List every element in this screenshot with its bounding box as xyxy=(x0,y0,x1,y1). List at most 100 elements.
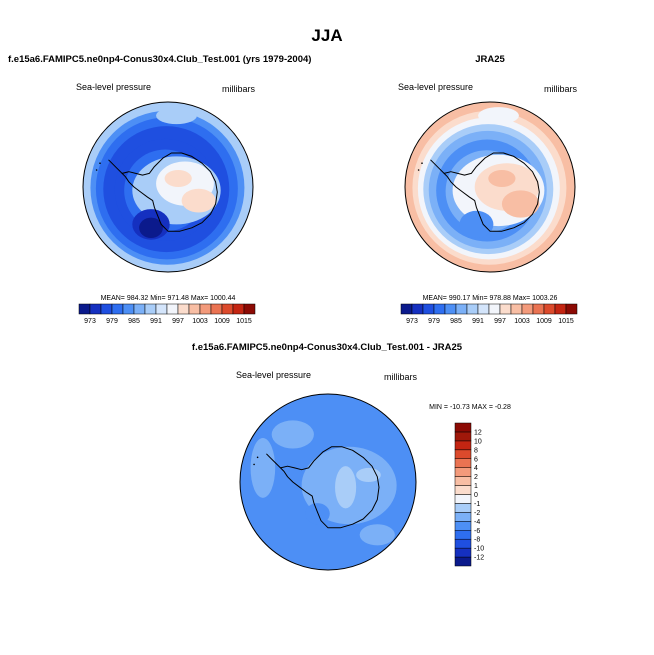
coastline-peninsula xyxy=(266,453,281,469)
colorbar-swatch xyxy=(454,538,472,549)
colorbar-swatch xyxy=(454,547,472,558)
colorbar-swatch xyxy=(444,303,457,315)
colorbar-tick-label: 1003 xyxy=(514,318,530,325)
contour-fill-region xyxy=(335,466,357,509)
panel-model-stats: MEAN= 984.32 Min= 971.48 Max= 1000.44 xyxy=(101,295,236,302)
panel-model-map-border xyxy=(82,101,254,273)
panel-diff-title: f.e15a6.FAMIPC5.ne0np4-Conus30x4.Club_Te… xyxy=(192,342,463,353)
coastline-peninsula xyxy=(430,159,445,174)
colorbar-tick-label: 8 xyxy=(474,447,478,454)
colorbar-swatch xyxy=(454,556,472,567)
colorbar-tick-label: 0 xyxy=(474,492,478,499)
colorbar-tick-label: -12 xyxy=(474,555,484,562)
colorbar-swatch xyxy=(454,485,472,495)
panel-model: f.e15a6.FAMIPC5.ne0np4-Conus30x4.Club_Te… xyxy=(8,54,311,325)
colorbar-swatch xyxy=(411,303,424,315)
coastline-island xyxy=(256,456,259,459)
panel-model-colorbar: 973 979 985 991 997 1003 1009 1015 xyxy=(78,303,256,325)
panel-model-units-label: millibars xyxy=(222,84,256,94)
colorbar-tick-label: -10 xyxy=(474,546,484,553)
panel-diff-map xyxy=(240,394,416,570)
colorbar-swatch xyxy=(499,303,512,315)
panel-diff-field-label: Sea-level pressure xyxy=(236,370,311,380)
colorbar-swatch xyxy=(521,303,534,315)
panel-diff-stats: MIN = -10.73 MAX = -0.28 xyxy=(429,404,511,411)
contour-fill-region xyxy=(359,524,395,546)
coastline-island xyxy=(417,169,420,171)
colorbar-swatch xyxy=(166,303,179,315)
colorbar-swatch xyxy=(144,303,157,315)
panel-obs: JRA25 Sea-level pressure millibars MEAN=… xyxy=(398,54,578,325)
colorbar-swatch xyxy=(565,303,578,315)
colorbar-swatch xyxy=(543,303,556,315)
colorbar-swatch xyxy=(466,303,479,315)
panel-obs-stats: MEAN= 990.17 Min= 978.88 Max= 1003.26 xyxy=(423,295,558,302)
colorbar-swatch xyxy=(454,494,472,504)
coastline-antarctica xyxy=(121,152,218,232)
colorbar-swatch xyxy=(454,422,472,433)
contour-fill-region xyxy=(356,467,381,482)
colorbar-tick-label: 991 xyxy=(150,318,162,325)
colorbar-tick-label: -1 xyxy=(474,501,480,508)
colorbar-tick-label: 1009 xyxy=(536,318,552,325)
contour-fill-region xyxy=(271,420,314,449)
contour-fill-region xyxy=(305,503,330,525)
colorbar-swatch xyxy=(454,431,472,442)
colorbar-swatch xyxy=(89,303,102,315)
colorbar-tick-label: 1015 xyxy=(558,318,574,325)
colorbar-swatch xyxy=(454,467,472,477)
colorbar-swatch xyxy=(422,303,435,315)
contour-fill-region xyxy=(156,107,197,125)
contour-fill-region xyxy=(164,170,192,187)
colorbar-tick-label: -2 xyxy=(474,510,480,517)
colorbar-tick-label: 973 xyxy=(406,318,418,325)
colorbar-swatch xyxy=(133,303,146,315)
colorbar-swatch xyxy=(454,449,472,459)
colorbar-swatch xyxy=(532,303,545,315)
contour-fill-region xyxy=(139,217,163,238)
coastline-island xyxy=(92,135,94,137)
colorbar-swatch xyxy=(155,303,168,315)
colorbar-swatch xyxy=(454,458,472,468)
colorbar-swatch xyxy=(400,303,413,315)
colorbar-swatch xyxy=(221,303,234,315)
panel-obs-map xyxy=(405,102,575,272)
colorbar-swatch xyxy=(510,303,523,315)
colorbar-tick-label: 1015 xyxy=(236,318,252,325)
colorbar-swatch xyxy=(454,476,472,486)
colorbar-tick-label: 1009 xyxy=(214,318,230,325)
colorbar-swatch xyxy=(454,521,472,531)
colorbar-swatch xyxy=(454,440,472,451)
coastline-island xyxy=(414,135,417,137)
colorbar-swatch xyxy=(243,303,256,315)
contour-fill-region xyxy=(459,210,494,238)
colorbar-tick-label: 1 xyxy=(474,483,478,490)
colorbar-tick-label: 6 xyxy=(474,456,478,463)
panel-obs-colorbar: 973 979 985 991 997 1003 1009 1015 xyxy=(400,303,578,325)
contour-fill-region xyxy=(181,188,216,213)
colorbar-swatch xyxy=(455,303,468,315)
panel-diff: f.e15a6.FAMIPC5.ne0np4-Conus30x4.Club_Te… xyxy=(192,342,511,571)
contour-fill-region xyxy=(501,190,540,218)
colorbar-swatch xyxy=(188,303,201,315)
colorbar-swatch xyxy=(488,303,501,315)
contour-fill-region xyxy=(488,170,516,187)
colorbar-tick-label: 979 xyxy=(106,318,118,325)
colorbar-tick-label: -8 xyxy=(474,537,480,544)
contour-fill-region xyxy=(478,107,519,125)
colorbar-swatch xyxy=(454,512,472,522)
colorbar-tick-label: 1003 xyxy=(192,318,208,325)
colorbar-swatch xyxy=(433,303,446,315)
colorbar-tick-label: 979 xyxy=(428,318,440,325)
coastline-antarctica xyxy=(280,446,380,529)
colorbar-swatch xyxy=(477,303,490,315)
colorbar-swatch xyxy=(454,530,472,540)
coastline-island xyxy=(421,162,423,164)
colorbar-tick-label: 985 xyxy=(450,318,462,325)
panel-obs-units-label: millibars xyxy=(544,84,578,94)
contour-fill-region xyxy=(250,438,276,498)
panel-model-map xyxy=(83,102,253,272)
colorbar-swatch xyxy=(210,303,223,315)
panel-obs-map-border xyxy=(404,101,576,273)
colorbar-swatch xyxy=(554,303,567,315)
